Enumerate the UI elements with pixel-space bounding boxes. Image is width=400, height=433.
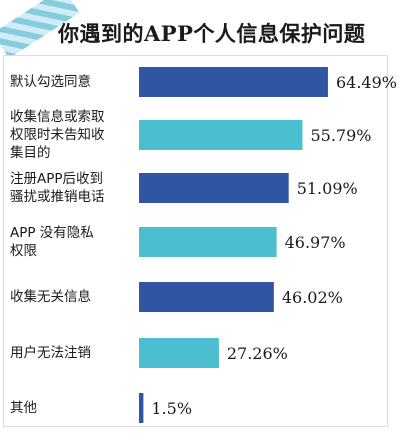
category-label-4: APP 没有隐私 权限: [10, 224, 94, 260]
category-label-line: 注册APP后收到: [10, 171, 104, 187]
value-label-3: 51.09%: [297, 179, 358, 198]
bar-1: [139, 67, 328, 97]
category-label-line: 集目的: [10, 145, 51, 161]
category-label-6: 用户无法注销: [10, 344, 91, 362]
category-label-line: 收集信息或索取: [10, 109, 105, 125]
category-label-3: 注册APP后收到 骚扰或推销电话: [10, 170, 105, 206]
bar-6: [139, 338, 219, 368]
value-label-2: 55.79%: [310, 126, 371, 145]
category-label-7: 其他: [10, 399, 37, 417]
category-label-line: 收集无关信息: [10, 289, 91, 305]
bar-7: [139, 393, 144, 423]
category-label-5: 收集无关信息: [10, 288, 91, 306]
value-label-5: 46.02%: [282, 288, 343, 307]
category-label-line: 权限: [10, 243, 37, 259]
category-label-line: 默认勾选同意: [10, 74, 91, 90]
category-label-line: 用户无法注销: [10, 345, 91, 361]
category-label-1: 默认勾选同意: [10, 73, 91, 91]
value-label-7: 1.5%: [151, 399, 192, 418]
chart-title: 你遇到的APP个人信息保护问题: [58, 21, 366, 46]
value-label-6: 27.26%: [227, 344, 288, 363]
category-label-2: 收集信息或索取 权限时未告知收 集目的: [10, 108, 105, 162]
category-label-line: 权限时未告知收: [10, 127, 105, 143]
category-label-line: 骚扰或推销电话: [10, 189, 105, 205]
value-label-1: 64.49%: [336, 73, 397, 92]
category-label-line: 其他: [10, 400, 37, 416]
bar-3: [139, 173, 289, 203]
value-label-4: 46.97%: [285, 233, 346, 252]
bar-5: [139, 282, 274, 312]
category-label-line: APP 没有隐私: [10, 225, 94, 241]
bar-2: [139, 120, 303, 150]
bar-4: [139, 227, 277, 257]
